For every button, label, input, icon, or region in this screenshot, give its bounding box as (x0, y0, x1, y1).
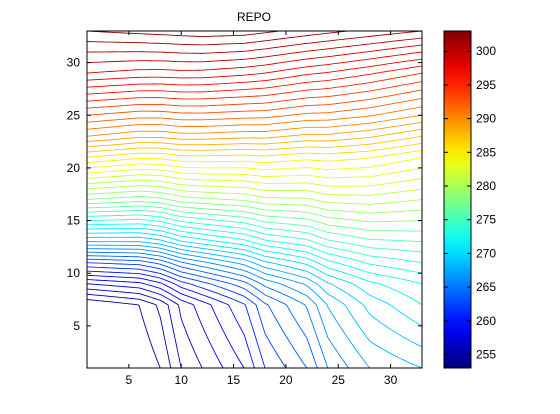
contour-level-272 (87, 223, 422, 285)
contour-level-277 (87, 201, 422, 232)
contour-level-267 (87, 244, 371, 368)
contour-level-276 (87, 205, 422, 243)
contour-level-260 (87, 270, 255, 368)
colorbar-tick-label: 300 (476, 44, 496, 58)
contour-level-294 (87, 81, 422, 109)
contour-lines (87, 31, 422, 368)
contour-level-279 (87, 190, 422, 214)
contour-level-285 (87, 149, 422, 164)
contour-level-261 (87, 266, 266, 368)
colorbar-tick-label: 295 (476, 78, 496, 92)
contour-level-295 (87, 72, 422, 102)
contour-level-292 (87, 97, 422, 123)
contour-level-282 (87, 174, 422, 187)
contour-level-254 (87, 299, 161, 368)
contour-level-273 (87, 218, 422, 274)
contour-level-270 (87, 232, 422, 327)
plot-axes-box (86, 30, 423, 369)
contour-level-290 (87, 114, 422, 137)
x-tick-label: 5 (126, 373, 133, 387)
contour-level-286 (87, 142, 422, 158)
colorbar-tick-label: 290 (476, 112, 496, 126)
colorbar-tick-label: 265 (476, 280, 496, 294)
x-tick-label: 15 (227, 373, 241, 387)
contour-level-266 (87, 248, 350, 368)
y-tick-label: 5 (73, 319, 80, 333)
y-tick-label: 30 (67, 56, 81, 70)
contour-level-303 (87, 31, 280, 37)
y-tick-label: 15 (67, 214, 81, 228)
contour-level-284 (87, 156, 422, 171)
y-tick-label: 10 (67, 266, 81, 280)
x-tick-label: 10 (175, 373, 189, 387)
contour-plot: 5 10 15 20 25 30 5 10 15 20 25 30 (67, 30, 423, 387)
colorbar-tick-label: 255 (476, 348, 496, 362)
contour-level-262 (87, 262, 287, 368)
contour-level-278 (87, 196, 422, 223)
colorbar-ticks: 255 260 265 270 275 280 285 290 295 300 (444, 44, 496, 362)
contour-level-269 (87, 236, 422, 348)
contour-level-299 (87, 44, 422, 74)
y-axis: 5 10 15 20 25 30 (67, 56, 422, 333)
contour-level-268 (87, 241, 422, 368)
contour-level-291 (87, 106, 422, 130)
contour-level-259 (87, 274, 245, 368)
colorbar: 255 260 265 270 275 280 285 290 295 300 (443, 30, 496, 369)
contour-level-274 (87, 214, 422, 264)
colorbar-tick-label: 275 (476, 213, 496, 227)
contour-level-302 (87, 31, 349, 46)
contour-level-297 (87, 58, 422, 88)
colorbar-tick-label: 285 (476, 145, 496, 159)
contour-level-281 (87, 179, 422, 196)
contour-level-298 (87, 51, 422, 81)
contour-level-280 (87, 185, 422, 205)
contour-level-263 (87, 258, 308, 368)
colorbar-tick-label: 280 (476, 179, 496, 193)
colorbar-frame (443, 30, 472, 369)
y-tick-label: 25 (67, 108, 81, 122)
contour-level-258 (87, 279, 224, 368)
contour-level-271 (87, 227, 422, 306)
contour-level-287 (87, 135, 422, 153)
y-tick-label: 20 (67, 161, 81, 175)
contour-level-289 (87, 121, 422, 143)
x-tick-label: 20 (279, 373, 293, 387)
contour-level-265 (87, 251, 329, 368)
x-tick-label: 30 (384, 373, 398, 387)
contour-level-296 (87, 65, 422, 95)
contour-level-275 (87, 209, 422, 253)
contour-level-257 (87, 283, 203, 368)
x-axis: 5 10 15 20 25 30 (126, 31, 398, 387)
x-tick-label: 25 (332, 373, 346, 387)
contour-level-288 (87, 128, 422, 148)
colorbar-tick-label: 270 (476, 246, 496, 260)
chart-title: REPO (237, 10, 271, 24)
colorbar-tick-label: 260 (476, 314, 496, 328)
contour-level-283 (87, 167, 422, 179)
contour-level-301 (87, 31, 422, 54)
contour-level-255 (87, 293, 172, 368)
contour-level-300 (87, 37, 422, 64)
colorbar-gradient (444, 31, 471, 368)
contour-level-293 (87, 89, 422, 116)
contour-level-264 (87, 255, 318, 368)
